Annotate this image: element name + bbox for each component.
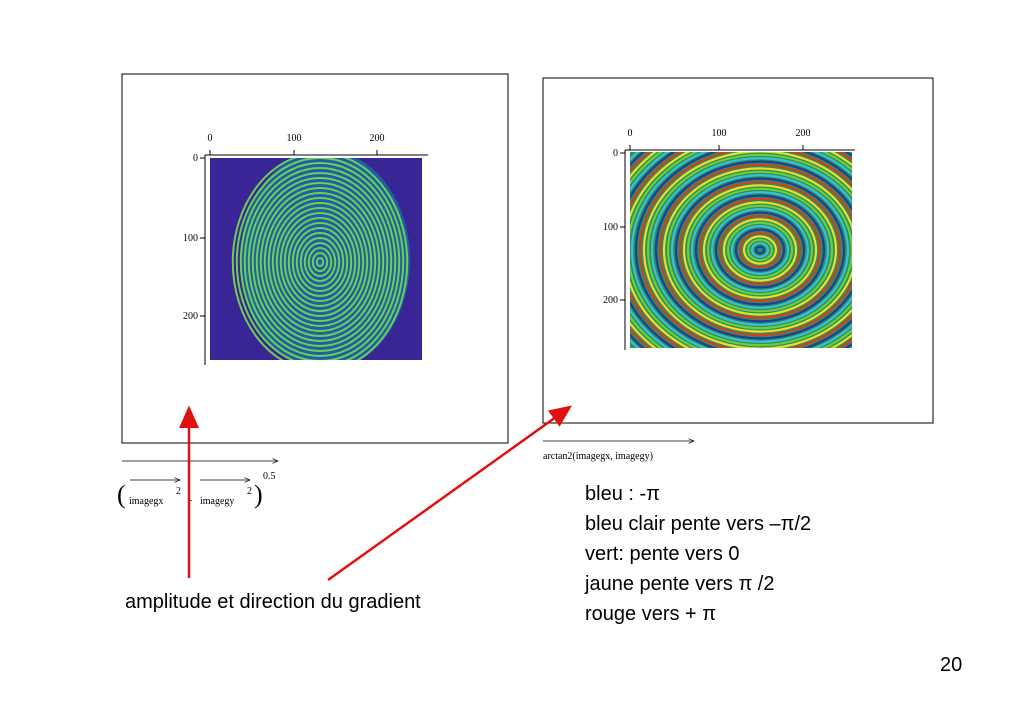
- ridge: [287, 222, 353, 302]
- ridge: [670, 174, 850, 326]
- ridge: [251, 177, 389, 347]
- y-tick-label: 0: [613, 148, 618, 159]
- page-number: 20: [940, 654, 962, 676]
- formula-text: imagegx: [129, 496, 163, 507]
- ridge: [259, 187, 381, 337]
- ridge: [638, 152, 852, 348]
- ridge: [702, 201, 818, 299]
- formula-text: 0.5: [263, 471, 276, 482]
- ridge: [243, 167, 397, 357]
- ridge: [283, 217, 357, 307]
- ridge: [754, 245, 766, 255]
- x-tick-label: 0: [208, 133, 213, 144]
- ridge: [694, 194, 826, 306]
- y-tick-label: 100: [603, 222, 618, 233]
- legend-line: bleu clair pente vers –π/2: [585, 513, 811, 535]
- ridge: [706, 204, 814, 296]
- ridge: [235, 158, 405, 360]
- ridge: [650, 157, 852, 343]
- x-tick-label: 200: [370, 133, 385, 144]
- y-tick-label: 100: [183, 233, 198, 244]
- ridge: [307, 247, 333, 277]
- ridge: [247, 172, 393, 352]
- ridge: [271, 202, 369, 322]
- formula-text: imagegy: [200, 496, 234, 507]
- ridge: [730, 225, 790, 275]
- ridge: [686, 187, 834, 313]
- paren: (: [117, 480, 126, 509]
- arrow: [327, 405, 573, 582]
- formula-text: 2: [176, 486, 181, 497]
- ridge: [682, 184, 838, 316]
- ridge: [315, 257, 325, 267]
- amplitude-ridges: [231, 158, 410, 360]
- ridge: [279, 212, 361, 312]
- direction-ridges: [630, 152, 852, 348]
- tick-labels: 0 100 200 0 100 200 0 100 200 0 100 200: [183, 128, 811, 322]
- right-formula: arctan2(imagegx, imagegy): [543, 451, 653, 462]
- ridge: [666, 170, 852, 330]
- ridge: [630, 152, 852, 348]
- ridge: [303, 242, 337, 282]
- legend-line: jaune pente vers π /2: [584, 573, 774, 595]
- ridge: [742, 235, 778, 265]
- ridge: [299, 237, 341, 287]
- left-formula: ( ) imagegx 2 + imagegy 2 0.5: [117, 461, 278, 509]
- paren: ): [254, 480, 263, 509]
- ridge: [654, 160, 852, 340]
- ridge: [734, 228, 786, 272]
- ridge: [722, 218, 798, 282]
- ridge: [239, 162, 401, 360]
- left-frame: [121, 73, 509, 444]
- axes: [204, 149, 855, 365]
- ridge: [231, 158, 409, 360]
- ridge: [714, 211, 806, 289]
- x-tick-label: 100: [287, 133, 302, 144]
- ridge: [658, 163, 852, 337]
- ridge: [295, 232, 345, 292]
- ridge: [746, 238, 774, 262]
- ridge: [690, 191, 830, 309]
- ridge: [634, 152, 852, 348]
- ridge: [678, 180, 842, 320]
- x-tick-label: 200: [796, 128, 811, 139]
- y-tick-label: 0: [193, 153, 198, 164]
- ridge: [710, 208, 810, 292]
- ridge: [718, 214, 802, 286]
- ridge: [267, 197, 373, 327]
- ridge: [674, 177, 846, 323]
- legend-line: vert: pente vers 0: [585, 543, 740, 565]
- ridge: [263, 192, 377, 332]
- ridge: [662, 167, 852, 333]
- formula-text: 2: [247, 486, 252, 497]
- ridge: [255, 182, 385, 342]
- legend-line: rouge vers + π: [585, 603, 716, 625]
- ridge: [311, 252, 329, 272]
- ridge: [291, 227, 349, 297]
- right-frame: [542, 77, 934, 424]
- ridge: [750, 242, 770, 258]
- ridge: [726, 221, 794, 279]
- caption: amplitude et direction du gradient: [125, 591, 421, 613]
- ridge: [275, 207, 365, 317]
- legend-line: bleu : -π: [585, 483, 660, 505]
- ridge: [698, 197, 822, 303]
- ridge: [642, 152, 852, 348]
- x-tick-label: 100: [712, 128, 727, 139]
- ridge: [738, 231, 782, 269]
- legend: bleu : -π bleu clair pente vers –π/2 vert:…: [584, 483, 811, 625]
- ridge: [646, 153, 852, 347]
- x-tick-label: 0: [628, 128, 633, 139]
- y-tick-label: 200: [183, 311, 198, 322]
- y-tick-label: 200: [603, 295, 618, 306]
